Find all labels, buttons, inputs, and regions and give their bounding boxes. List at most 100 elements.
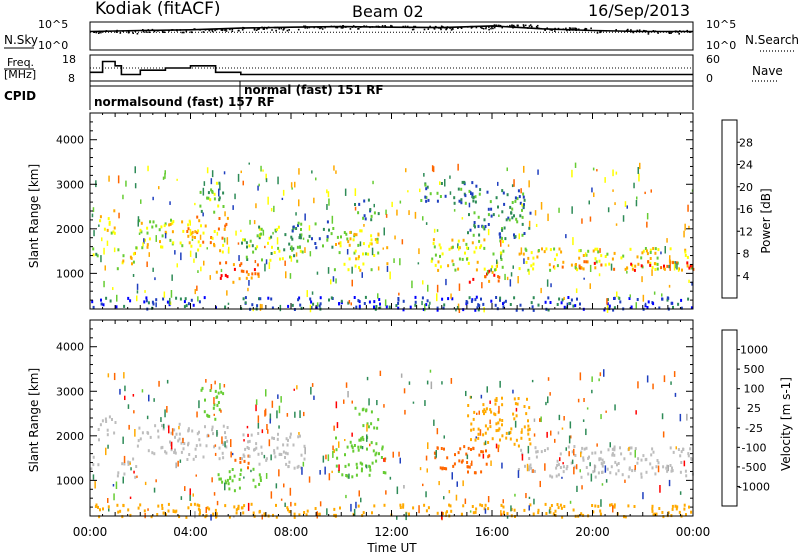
- range-cell: [191, 230, 194, 234]
- range-cell: [491, 265, 494, 269]
- range-cell: [612, 308, 615, 312]
- range-cell: [649, 261, 652, 265]
- range-cell: [362, 424, 365, 428]
- noise-cell: [644, 302, 647, 306]
- range-cell: [457, 187, 460, 191]
- range-cell: [511, 207, 514, 211]
- range-cell: [273, 451, 276, 455]
- range-cell: [258, 473, 261, 477]
- noise-cell: [331, 470, 333, 474]
- range-cell: [533, 469, 536, 473]
- nsky-point: [349, 28, 352, 30]
- noise-cell: [290, 256, 293, 262]
- noise-cell: [646, 213, 649, 220]
- noise-cell: [441, 381, 443, 385]
- nsky-point: [645, 30, 648, 32]
- range-cell: [149, 220, 152, 224]
- colorbar-tick-label: 1000: [740, 344, 768, 357]
- range-cell: [258, 297, 260, 301]
- nsky-right-tick-bottom: 10^0: [706, 39, 736, 52]
- range-cell: [224, 224, 227, 228]
- nsky-point: [471, 26, 474, 28]
- range-cell: [670, 301, 673, 305]
- range-cell: [247, 461, 250, 465]
- range-cell: [451, 238, 454, 242]
- noise-cell: [345, 494, 347, 499]
- range-cell: [364, 295, 367, 299]
- nsky-point: [266, 27, 268, 30]
- range-cell: [506, 512, 509, 516]
- noise-cell: [350, 302, 352, 306]
- range-cell: [514, 402, 517, 406]
- range-cell: [350, 444, 353, 448]
- range-cell: [482, 225, 485, 229]
- nsky-point: [459, 26, 462, 29]
- range-cell: [370, 238, 373, 242]
- range-cell: [373, 426, 376, 430]
- noise-cell: [604, 465, 607, 473]
- range-cell: [208, 507, 211, 511]
- nsky-point: [280, 27, 283, 30]
- noise-cell: [572, 237, 574, 246]
- range-cell: [303, 457, 306, 461]
- noise-cell: [207, 434, 210, 437]
- range-cell: [187, 227, 190, 231]
- noise-cell: [242, 180, 244, 186]
- range-cell: [254, 485, 257, 489]
- noise-cell: [606, 298, 608, 305]
- range-cell: [556, 264, 559, 268]
- range-cell: [257, 274, 260, 278]
- noise-cell: [117, 175, 120, 184]
- range-cell: [388, 305, 391, 309]
- nsky-point: [497, 25, 500, 28]
- noise-cell: [539, 418, 541, 422]
- range-cell: [471, 181, 474, 185]
- nsky-point: [351, 26, 354, 28]
- noise-cell: [331, 215, 334, 224]
- range-cell: [626, 266, 629, 270]
- range-cell: [436, 511, 439, 515]
- noise-cell: [243, 476, 245, 479]
- range-cell: [362, 216, 365, 220]
- noise-cell: [579, 372, 582, 381]
- colorbar-tick-label: 24: [739, 159, 753, 172]
- range-cell: [477, 427, 480, 431]
- range-cell: [354, 249, 357, 253]
- range-cell: [213, 197, 216, 201]
- range-cell: [153, 452, 156, 456]
- nsky-point: [385, 26, 387, 28]
- range-cell: [472, 427, 475, 431]
- range-cell: [182, 447, 185, 451]
- range-cell: [439, 265, 442, 269]
- range-cell: [527, 432, 530, 436]
- range-cell: [290, 235, 293, 239]
- range-cell: [608, 304, 611, 308]
- nsky-point: [481, 27, 483, 29]
- noise-cell: [332, 276, 335, 282]
- range-cell: [167, 509, 170, 513]
- nsky-point: [599, 31, 601, 34]
- range-cell: [375, 451, 378, 455]
- range-cell: [574, 454, 577, 457]
- noise-cell: [92, 207, 95, 212]
- noise-cell: [547, 213, 549, 222]
- noise-cell: [382, 247, 384, 250]
- range-cell: [175, 509, 178, 513]
- range-cell: [615, 472, 618, 476]
- range-cell: [204, 425, 206, 429]
- range-cell: [364, 217, 367, 221]
- freq-label-line2: [MHz]: [4, 68, 36, 81]
- noise-cell: [428, 304, 430, 309]
- noise-cell: [304, 247, 306, 253]
- range-cell: [207, 191, 210, 195]
- range-cell: [501, 236, 503, 240]
- noise-cell: [554, 438, 556, 443]
- range-cell: [164, 222, 167, 226]
- range-cell: [200, 209, 203, 213]
- range-cell: [363, 214, 366, 218]
- range-cell: [162, 427, 165, 431]
- range-cell: [248, 454, 251, 458]
- nsky-point: [657, 32, 659, 34]
- range-cell: [485, 407, 488, 411]
- nsky-point: [495, 24, 498, 27]
